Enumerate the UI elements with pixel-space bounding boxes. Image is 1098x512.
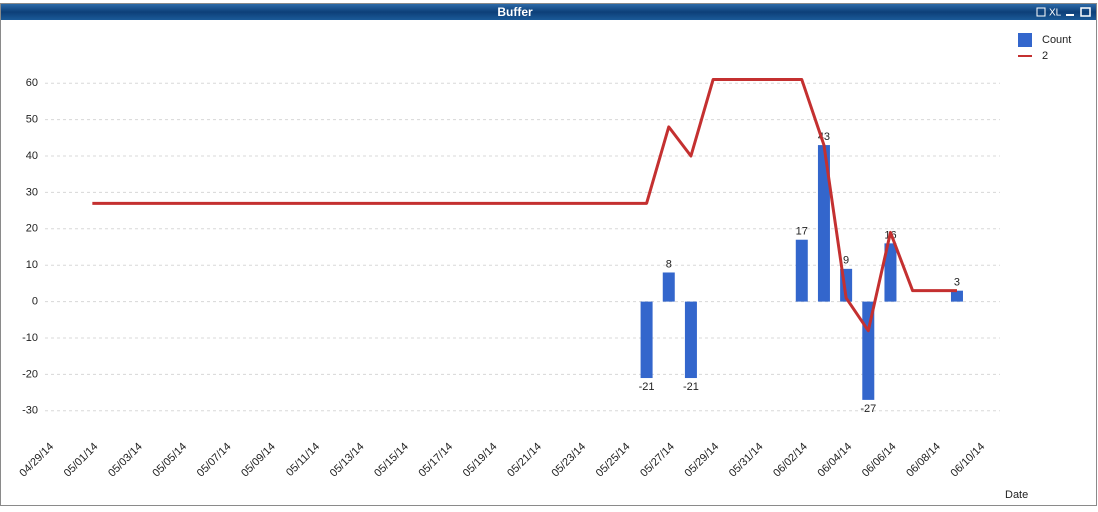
legend-swatch (1018, 33, 1032, 47)
print-icon[interactable] (1036, 7, 1046, 17)
y-tick-label: 60 (26, 77, 38, 89)
data-label: -27 (860, 403, 876, 415)
bar (795, 239, 808, 302)
legend-label: Count (1042, 34, 1071, 46)
legend-label: 2 (1042, 50, 1048, 62)
xl-button[interactable]: XL (1049, 8, 1062, 19)
title-bar (1, 4, 1096, 20)
window-frame (0, 3, 1097, 506)
y-tick-label: -10 (22, 332, 38, 344)
data-label: 17 (796, 226, 808, 238)
line (92, 78, 957, 333)
y-tick-label: -30 (22, 405, 38, 417)
bar (950, 290, 963, 302)
y-tick-label: 40 (26, 150, 38, 162)
bar (684, 301, 697, 379)
data-label: 9 (843, 255, 849, 267)
bar (640, 301, 653, 379)
data-label: -21 (639, 381, 655, 393)
bar (662, 272, 675, 302)
data-label: 3 (954, 277, 960, 289)
bar (817, 145, 830, 302)
window-title: Buffer (497, 5, 533, 19)
data-label: -21 (683, 381, 699, 393)
data-label: 8 (666, 258, 672, 270)
maximize-button[interactable] (1080, 7, 1091, 17)
y-tick-label: 20 (26, 223, 38, 235)
y-tick-label: 0 (32, 296, 38, 308)
minimize-button[interactable] (1066, 14, 1074, 16)
y-tick-label: -20 (22, 368, 38, 380)
y-tick-label: 30 (26, 186, 38, 198)
bar (884, 243, 897, 302)
y-tick-label: 10 (26, 259, 38, 271)
y-tick-label: 50 (26, 114, 38, 126)
x-axis-label: Date (1005, 489, 1028, 501)
